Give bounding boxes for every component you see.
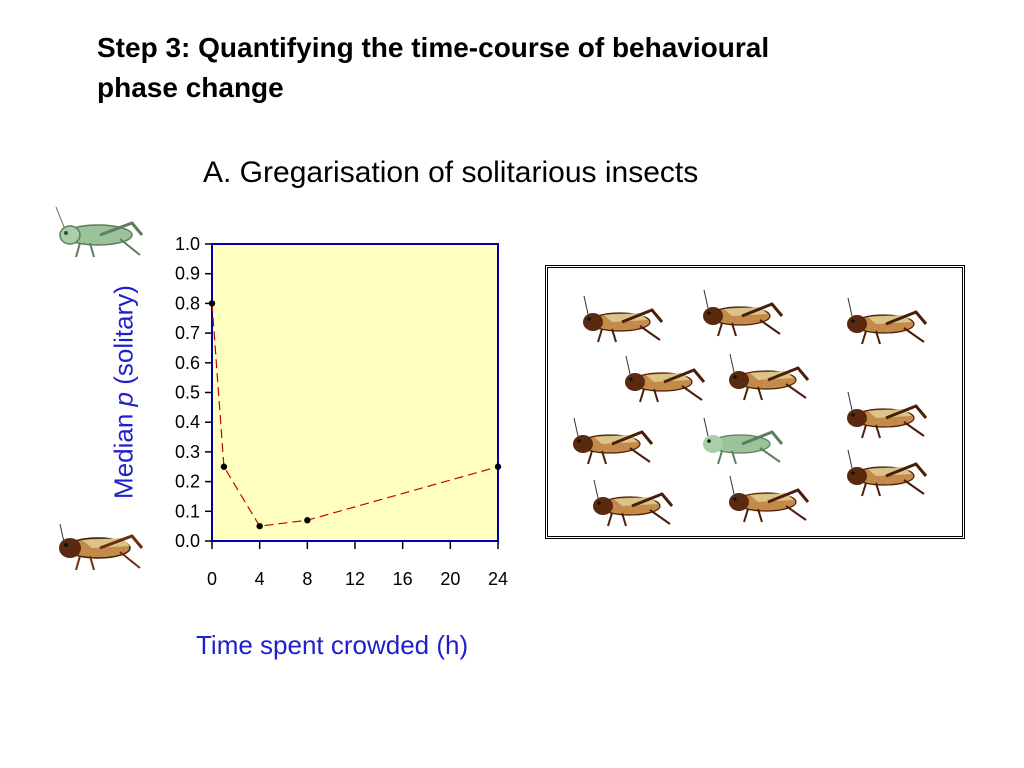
- green-locust-icon: [703, 417, 784, 465]
- y-tick-label: 0.0: [175, 531, 200, 551]
- brown-locust-icon: [847, 297, 928, 345]
- brown-locust-icon: [847, 391, 928, 439]
- brown-locust-icon: [625, 355, 706, 403]
- y-tick-label: 0.3: [175, 442, 200, 462]
- green-locust-icon: [55, 206, 144, 258]
- data-point: [208, 300, 216, 307]
- brown-locust-icon: [59, 523, 144, 571]
- brown-locust-icon: [729, 475, 810, 523]
- y-tick-label: 0.9: [175, 264, 200, 284]
- chart-title: A. Gregarisation of solitarious insects: [203, 156, 699, 189]
- brown-locust-icon: [573, 417, 654, 465]
- plot-area: [211, 243, 499, 542]
- y-axis-label-variable: p: [108, 391, 139, 407]
- y-axis-label-suffix: (solitary): [108, 285, 139, 392]
- y-axis-label-prefix: Median: [108, 406, 139, 499]
- x-tick-label: 20: [440, 569, 460, 589]
- x-axis-label: Time spent crowded (h): [196, 630, 469, 660]
- x-tick-label: 24: [488, 569, 508, 589]
- slide-title-line-1: Step 3: Quantifying the time-course of b…: [97, 32, 770, 63]
- x-tick-label: 0: [207, 569, 217, 589]
- y-tick-label: 0.8: [175, 293, 200, 313]
- data-point: [256, 522, 263, 530]
- y-tick-label: 0.6: [175, 353, 200, 373]
- brown-locust-icon: [593, 479, 674, 527]
- data-point: [220, 463, 228, 470]
- y-tick-label: 0.1: [175, 501, 200, 521]
- slide-title-line-2: phase change: [97, 72, 284, 103]
- y-tick-label: 1.0: [175, 234, 200, 254]
- x-tick-label: 12: [345, 569, 365, 589]
- x-tick-label: 4: [255, 569, 265, 589]
- brown-locust-icon: [729, 353, 810, 401]
- y-tick-label: 0.4: [175, 412, 200, 432]
- locust-photo-panel: [545, 265, 965, 539]
- x-tick-label: 16: [393, 569, 413, 589]
- data-point: [304, 517, 311, 524]
- y-tick-label: 0.7: [175, 323, 200, 343]
- y-tick-label: 0.2: [175, 472, 200, 492]
- locust-photo-grid: [573, 289, 928, 527]
- data-point: [494, 463, 502, 470]
- x-tick-label: 8: [302, 569, 312, 589]
- brown-locust-icon: [847, 449, 928, 497]
- slide-title: Step 3: Quantifying the time-course of b…: [97, 28, 957, 108]
- y-tick-label: 0.5: [175, 383, 200, 403]
- brown-locust-icon: [583, 295, 664, 343]
- brown-locust-icon: [703, 289, 784, 337]
